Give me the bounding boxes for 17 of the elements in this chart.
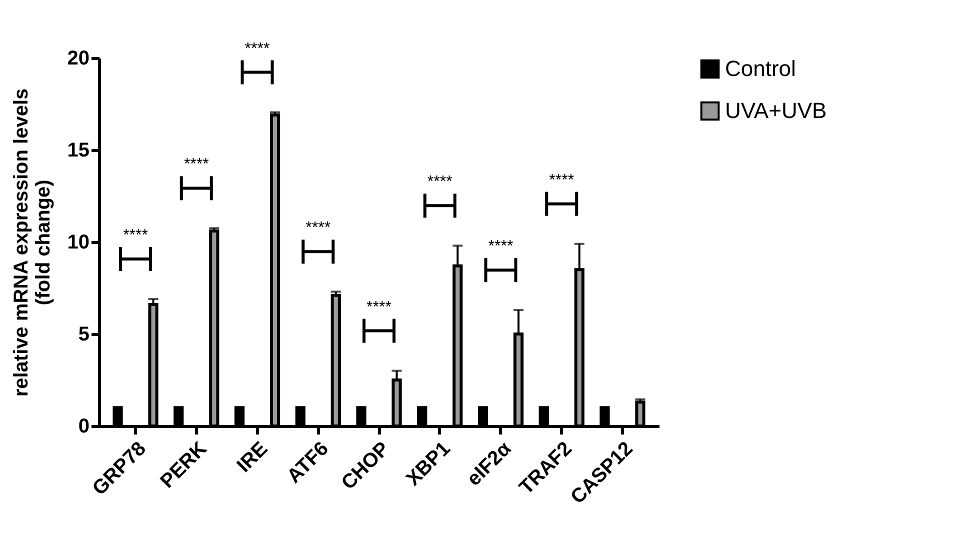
annotation: **** xyxy=(488,238,514,256)
annotation: **** xyxy=(427,174,452,191)
y-tick-label: 20 xyxy=(67,48,90,70)
annotation: **** xyxy=(549,172,574,189)
annotation: **** xyxy=(123,227,148,244)
y-tick-label: 5 xyxy=(78,324,90,346)
annotation: **** xyxy=(184,156,209,174)
annotation: **** xyxy=(366,298,392,316)
legend-label: UVA+UVB xyxy=(725,98,827,123)
y-tick-label: 0 xyxy=(78,416,90,438)
y-axis-title: relative mRNA expression levels (fold change) xyxy=(10,88,54,397)
text: **** xyxy=(244,40,270,58)
x-tick-label: IRE xyxy=(232,438,272,477)
annotation: **** xyxy=(306,220,331,237)
legend-label: Control xyxy=(725,56,796,81)
y-tick-label: 10 xyxy=(67,232,90,254)
y-tick-label: 15 xyxy=(67,140,90,162)
